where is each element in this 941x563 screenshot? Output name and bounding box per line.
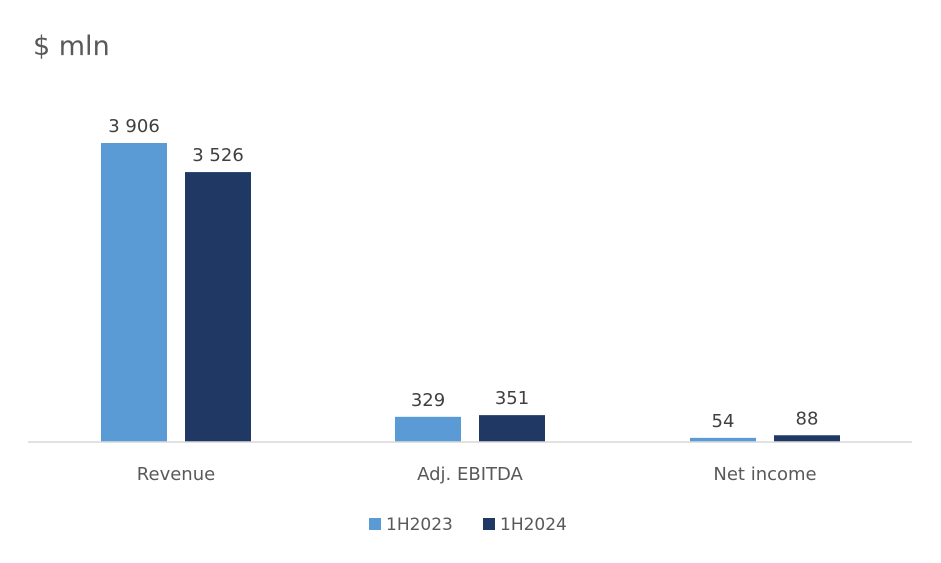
x-tick-labels-group: Revenue Adj. EBITDA Net income [137, 464, 817, 485]
x-tick-label: Adj. EBITDA [417, 464, 523, 485]
data-label-1H2024-2: 88 [796, 408, 819, 429]
bar-1H2024-0 [185, 172, 251, 443]
legend-swatch-1H2024 [483, 518, 495, 530]
data-labels-group: 3 906 3 526 329 351 54 88 [108, 116, 818, 432]
bar-1H2023-1 [395, 416, 461, 442]
data-label-1H2023-2: 54 [712, 411, 735, 432]
bar-1H2024-1 [479, 415, 545, 442]
data-label-1H2024-1: 351 [495, 388, 529, 409]
data-label-1H2023-1: 329 [411, 390, 445, 411]
legend: 1H2023 1H2024 [369, 515, 567, 535]
legend-swatch-1H2023 [369, 518, 381, 530]
x-tick-label: Revenue [137, 464, 215, 485]
bar-1H2023-2 [690, 437, 756, 442]
data-label-1H2023-0: 3 906 [108, 116, 160, 137]
chart-title: $ mln [33, 31, 110, 62]
legend-label-1H2024: 1H2024 [500, 515, 567, 535]
bar-1H2023-0 [101, 143, 167, 442]
bar-1H2024-2 [774, 435, 840, 442]
bars-group [101, 143, 840, 443]
legend-label-1H2023: 1H2023 [386, 515, 453, 535]
x-tick-label: Net income [713, 464, 816, 485]
data-label-1H2024-0: 3 526 [192, 145, 244, 166]
